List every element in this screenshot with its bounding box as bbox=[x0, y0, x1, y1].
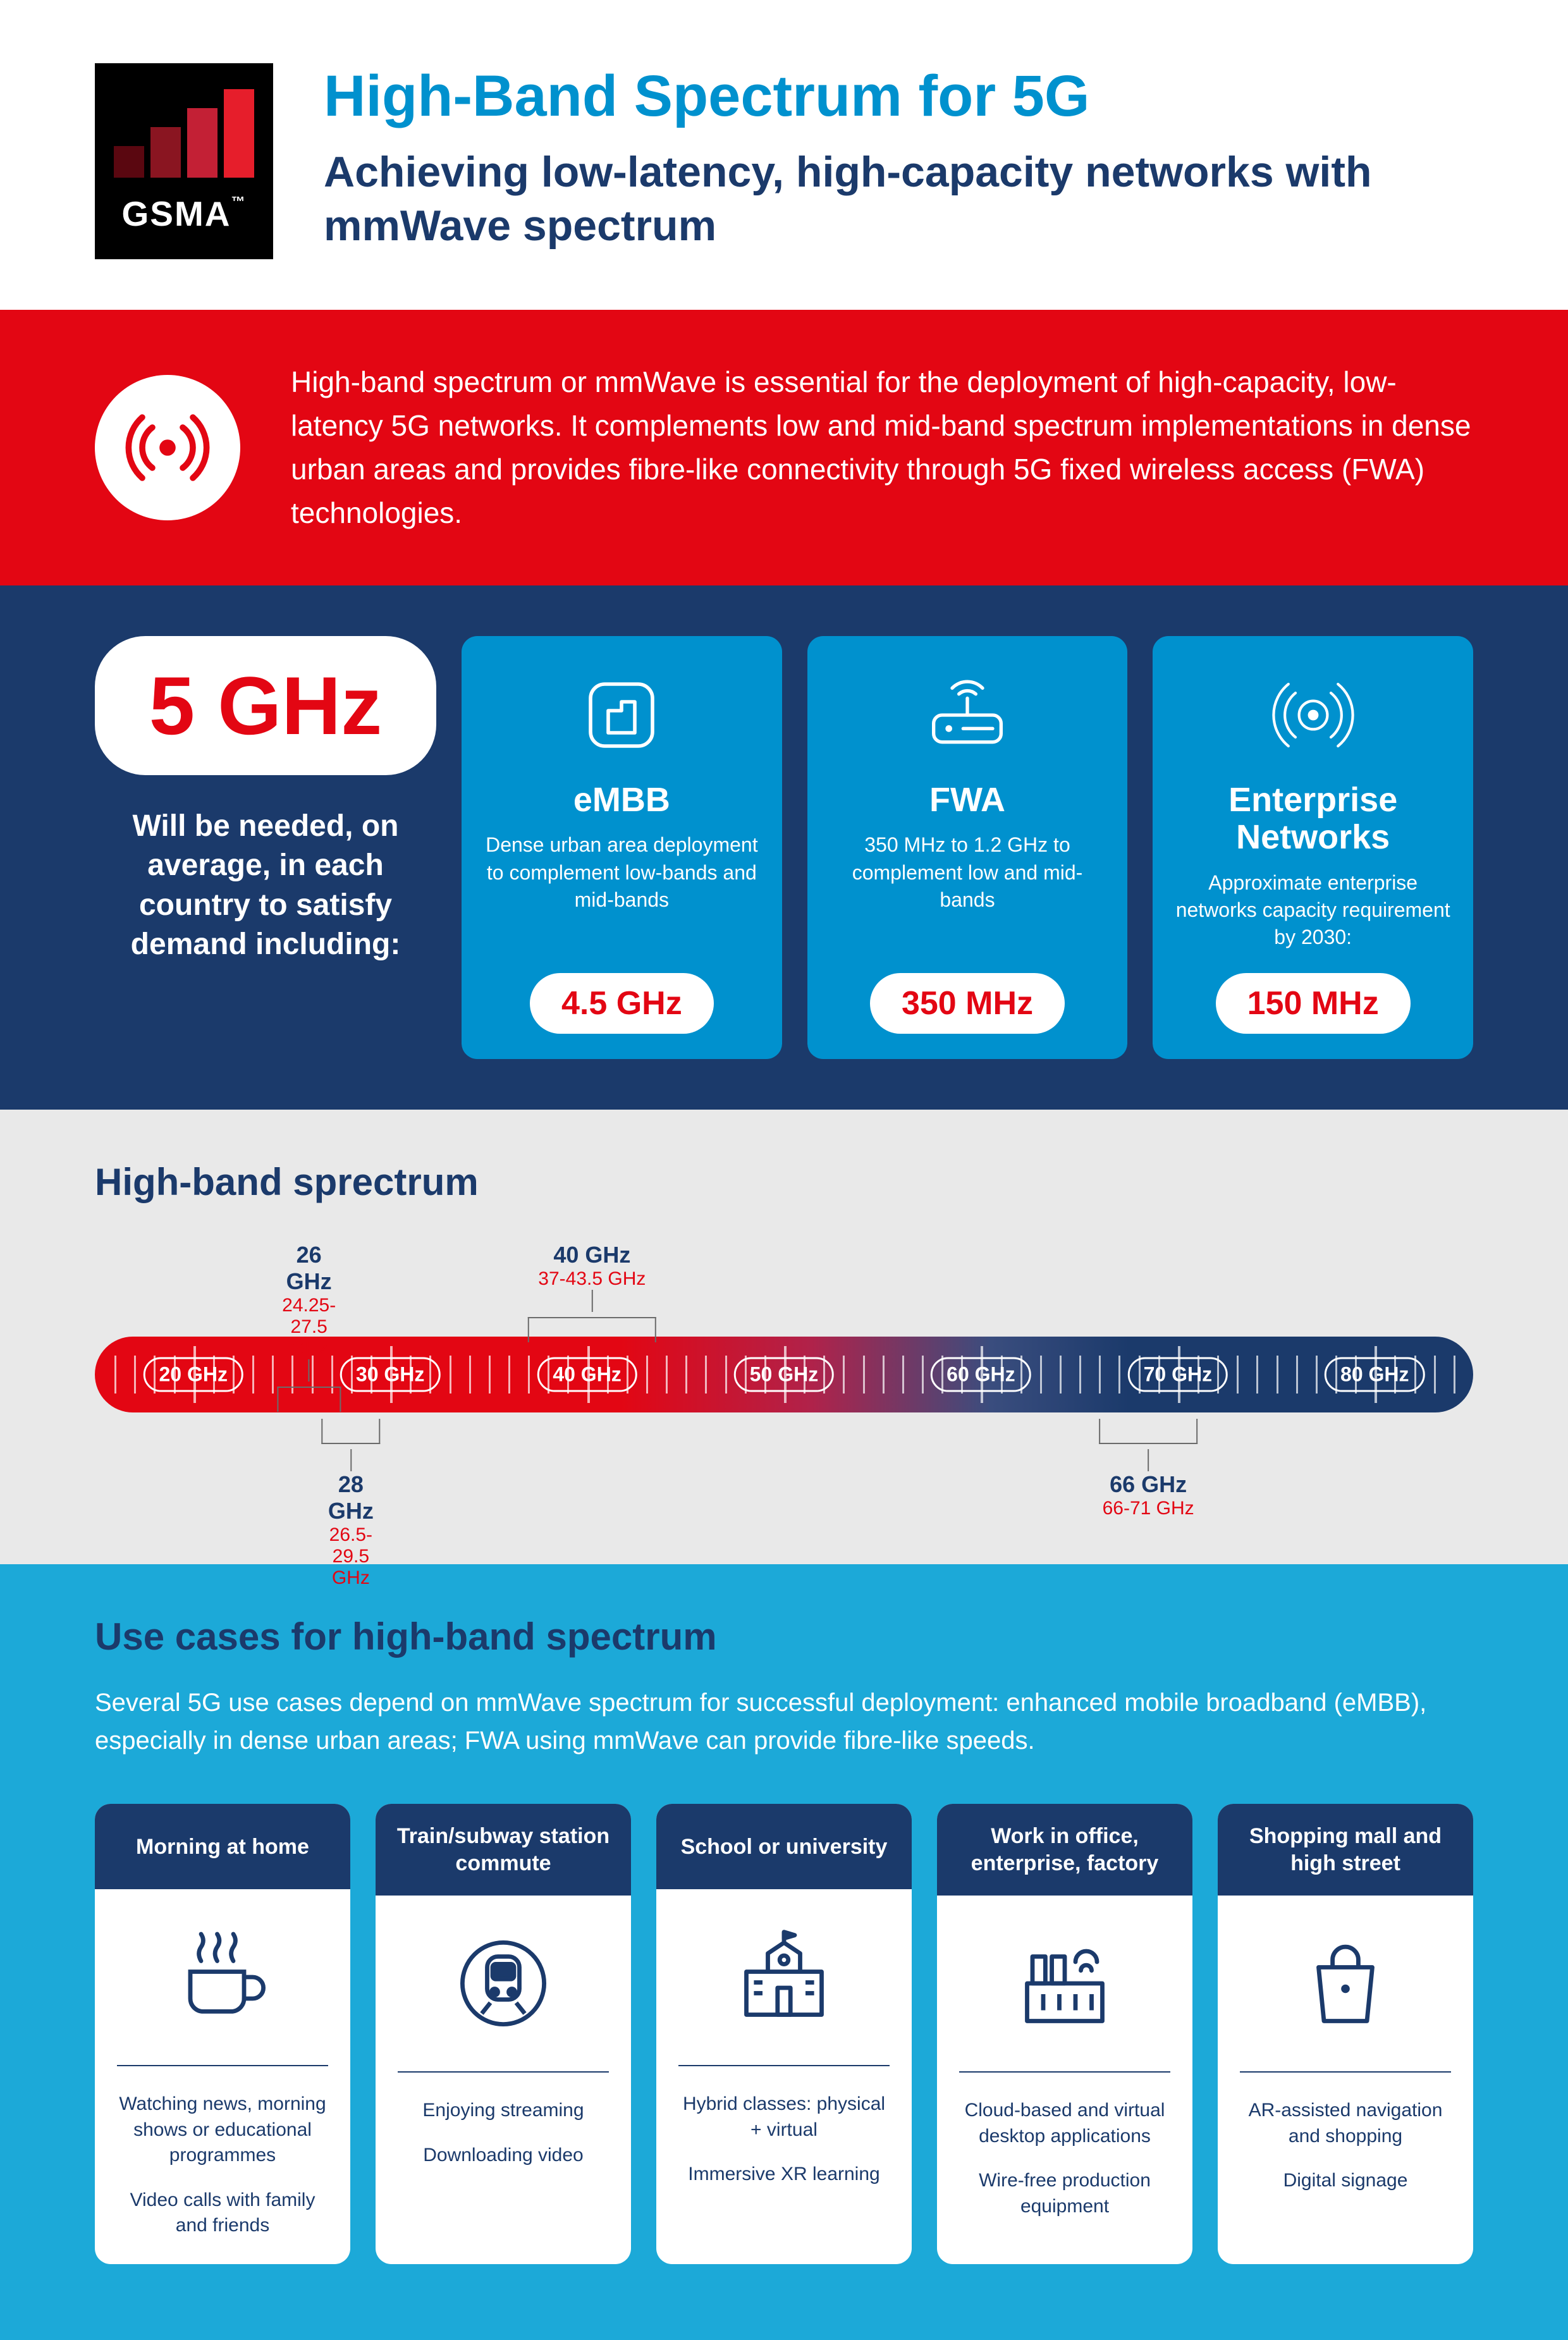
urban-icon bbox=[577, 668, 666, 763]
page-title: High-Band Spectrum for 5G bbox=[324, 63, 1473, 130]
usecase-body: AR-assisted navigation and shopping Digit… bbox=[1218, 2073, 1473, 2264]
usecase-body: Cloud-based and virtual desktop applicat… bbox=[937, 2073, 1192, 2264]
spectrum-major-label: 80 GHz bbox=[1325, 1357, 1424, 1392]
band-range: 37-43.5 GHz bbox=[528, 1268, 656, 1290]
band-title: 40 GHz bbox=[528, 1242, 656, 1268]
card-desc: Dense urban area deployment to complemen… bbox=[481, 831, 763, 951]
logo-bars-icon bbox=[114, 89, 254, 178]
factory-icon bbox=[959, 1896, 1170, 2073]
navy-section: 5 GHz Will be needed, on average, in eac… bbox=[0, 585, 1568, 1110]
usecase-body: Hybrid classes: physical + virtual Immers… bbox=[656, 2066, 912, 2264]
card-desc: Approximate enterprise networks capacity… bbox=[1172, 869, 1454, 952]
page-subtitle: Achieving low-latency, high-capacity net… bbox=[324, 145, 1473, 253]
signal-icon bbox=[95, 375, 240, 520]
spectrum-major-label: 20 GHz bbox=[143, 1357, 243, 1392]
card-pill: 4.5 GHz bbox=[530, 973, 714, 1034]
band-marker: 40 GHz37-43.5 GHz bbox=[528, 1242, 656, 1342]
navy-left: 5 GHz Will be needed, on average, in eac… bbox=[95, 636, 436, 1059]
usecase-header: Shopping mall and high street bbox=[1218, 1804, 1473, 1896]
usecase-line: Digital signage bbox=[1237, 2168, 1454, 2194]
headline-value: 5 GHz bbox=[133, 658, 398, 753]
network-icon bbox=[1266, 668, 1361, 763]
band-title: 28 GHz bbox=[321, 1471, 380, 1524]
router-icon bbox=[917, 668, 1018, 763]
band-range: 66-71 GHz bbox=[1099, 1498, 1197, 1519]
card-pill: 350 MHz bbox=[870, 973, 1065, 1034]
card-title: FWA bbox=[929, 781, 1005, 819]
spectrum-major-label: 30 GHz bbox=[340, 1357, 440, 1392]
band-range: 24.25-27.5 GHz bbox=[277, 1295, 341, 1359]
headline-pill: 5 GHz bbox=[95, 636, 436, 775]
band-range: 26.5-29.5 GHz bbox=[321, 1524, 380, 1589]
spectrum-major-label: 40 GHz bbox=[537, 1357, 637, 1392]
spectrum-major-label: 60 GHz bbox=[931, 1357, 1031, 1392]
spectrum-major-label: 50 GHz bbox=[734, 1357, 834, 1392]
card-enterprise: Enterprise Networks Approximate enterpri… bbox=[1153, 636, 1473, 1059]
usecase-line: Enjoying streaming bbox=[395, 2098, 612, 2124]
usecase-grid: Morning at home Watching news, morning sh… bbox=[95, 1804, 1473, 2264]
gsma-logo: GSMA™ bbox=[95, 63, 273, 259]
card-embb: eMBB Dense urban area deployment to comp… bbox=[462, 636, 782, 1059]
spectrum-chart: 20 GHz 30 GHz 40 GHz 50 GHz 60 GHz 70 GHz 80 G… bbox=[95, 1242, 1473, 1507]
usecase-line: Watching news, morning shows or educatio… bbox=[114, 2092, 331, 2169]
usecase-intro: Several 5G use cases depend on mmWave sp… bbox=[95, 1684, 1473, 1760]
usecase-header: Train/subway station commute bbox=[376, 1804, 631, 1896]
card-fwa: FWA 350 MHz to 1.2 GHz to complement low… bbox=[807, 636, 1128, 1059]
card-desc: 350 MHz to 1.2 GHz to complement low and… bbox=[826, 831, 1109, 951]
usecase-body: Enjoying streaming Downloading video bbox=[376, 2073, 631, 2264]
school-icon bbox=[678, 1889, 890, 2066]
card-title: eMBB bbox=[573, 781, 670, 819]
band-title: 26 GHz bbox=[277, 1242, 341, 1295]
card-title: Enterprise Networks bbox=[1172, 781, 1454, 857]
intro-paragraph: High-band spectrum or mmWave is essentia… bbox=[291, 360, 1473, 535]
usecase-line: AR-assisted navigation and shopping bbox=[1237, 2098, 1454, 2149]
usecase-card: Work in office, enterprise, factory Cloud… bbox=[937, 1804, 1192, 2264]
usecase-header: School or university bbox=[656, 1804, 912, 1889]
usecase-line: Downloading video bbox=[395, 2143, 612, 2169]
usecase-section: Use cases for high-band spectrum Several… bbox=[0, 1564, 1568, 2340]
band-marker: 28 GHz26.5-29.5 GHz bbox=[321, 1419, 380, 1589]
logo-text: GSMA™ bbox=[122, 193, 247, 234]
usecase-title: Use cases for high-band spectrum bbox=[95, 1615, 1473, 1658]
headline-desc: Will be needed, on average, in each coun… bbox=[95, 807, 436, 965]
band-marker: 26 GHz24.25-27.5 GHz bbox=[277, 1242, 341, 1412]
usecase-card: School or university Hybrid classes: phys… bbox=[656, 1804, 912, 2264]
spectrum-section: High-band sprectrum 20 GHz 30 GHz 40 GHz 50… bbox=[0, 1110, 1568, 1564]
card-pill: 150 MHz bbox=[1216, 973, 1411, 1034]
usecase-line: Video calls with family and friends bbox=[114, 2188, 331, 2239]
spectrum-major-label: 70 GHz bbox=[1128, 1357, 1228, 1392]
header-text: High-Band Spectrum for 5G Achieving low-… bbox=[324, 63, 1473, 253]
spectrum-title: High-band sprectrum bbox=[95, 1160, 1473, 1204]
usecase-line: Immersive XR learning bbox=[675, 2162, 893, 2188]
usecase-header: Work in office, enterprise, factory bbox=[937, 1804, 1192, 1896]
usecase-header: Morning at home bbox=[95, 1804, 350, 1889]
usecase-line: Wire-free production equipment bbox=[956, 2168, 1173, 2219]
usecase-card: Train/subway station commute Enjoying str… bbox=[376, 1804, 631, 2264]
band-title: 66 GHz bbox=[1099, 1471, 1197, 1498]
band-marker: 66 GHz66-71 GHz bbox=[1099, 1419, 1197, 1519]
usecase-body: Watching news, morning shows or educatio… bbox=[95, 2066, 350, 2264]
usecase-card: Morning at home Watching news, morning sh… bbox=[95, 1804, 350, 2264]
usecase-line: Cloud-based and virtual desktop applicat… bbox=[956, 2098, 1173, 2149]
shopping-icon bbox=[1240, 1896, 1451, 2073]
page: GSMA™ High-Band Spectrum for 5G Achievin… bbox=[0, 0, 1568, 2340]
red-banner: High-band spectrum or mmWave is essentia… bbox=[0, 310, 1568, 585]
coffee-icon bbox=[117, 1889, 328, 2066]
usecase-line: Hybrid classes: physical + virtual bbox=[675, 2092, 893, 2143]
train-icon bbox=[398, 1896, 609, 2073]
usecase-card: Shopping mall and high street AR-assisted… bbox=[1218, 1804, 1473, 2264]
header: GSMA™ High-Band Spectrum for 5G Achievin… bbox=[0, 0, 1568, 310]
